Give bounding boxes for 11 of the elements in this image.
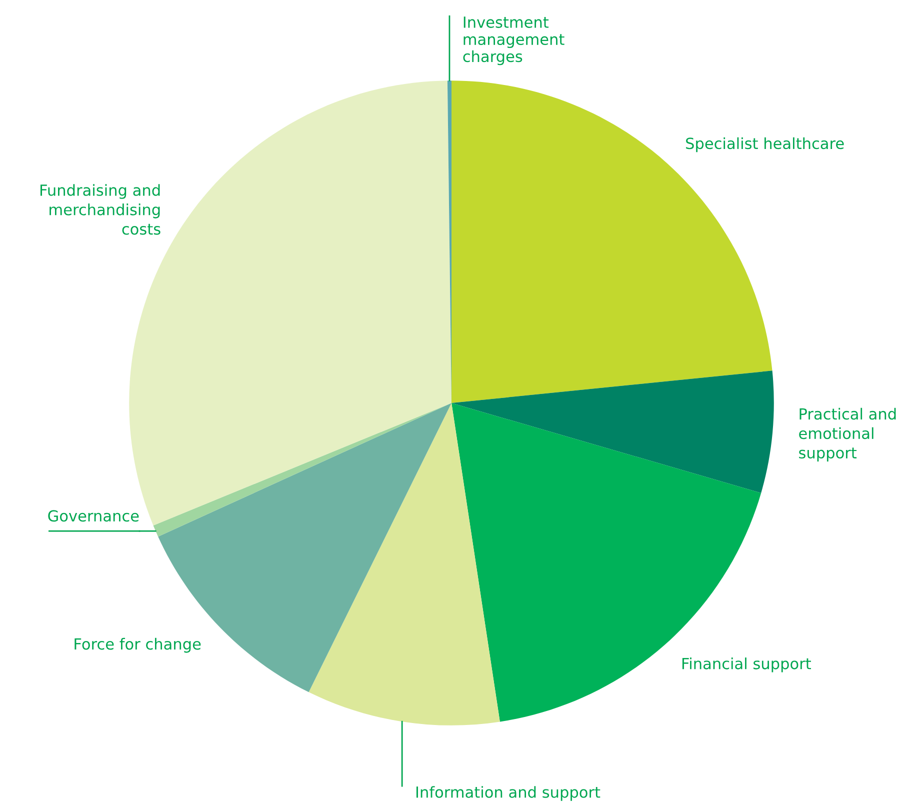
slice-label: Specialist healthcare	[686, 137, 844, 152]
slice-label: Force for change	[74, 638, 201, 653]
slice-label: Investment management charges	[463, 16, 564, 66]
slice-label: Information and support	[416, 786, 600, 801]
slice-label: Practical and emotional support	[799, 408, 896, 462]
pie-slice	[452, 370, 774, 493]
slice-label: Governance	[48, 510, 139, 522]
pie-slice	[153, 403, 452, 537]
pie-slice	[308, 403, 500, 726]
slice-label: Financial support	[682, 658, 811, 672]
slice-label: Fundraising and merchandising costs	[40, 184, 160, 235]
